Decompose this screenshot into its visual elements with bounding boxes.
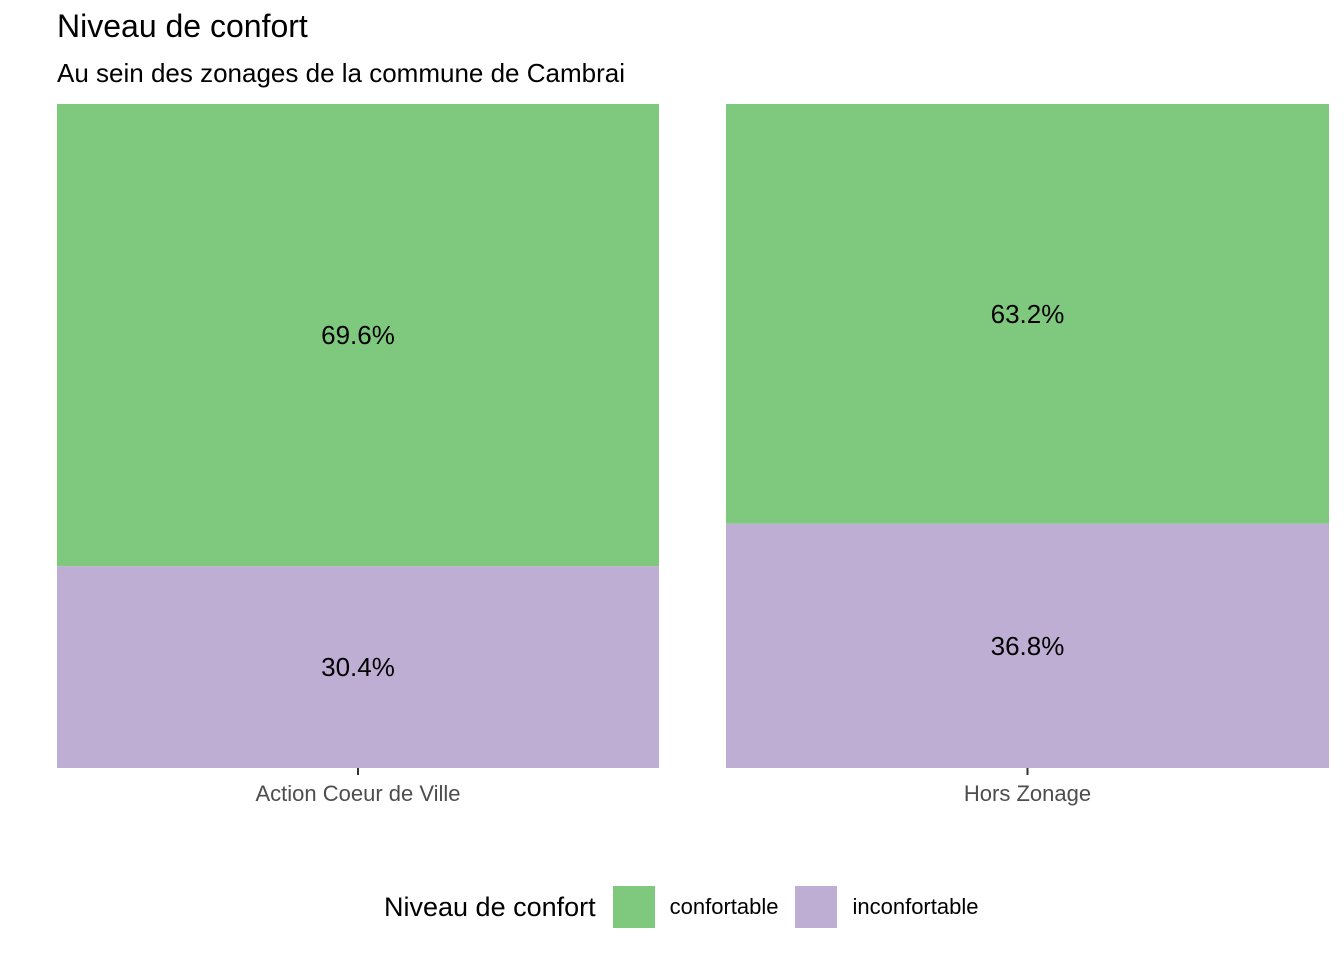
legend-title: Niveau de confort xyxy=(384,891,596,922)
chart-title: Niveau de confort xyxy=(57,8,308,44)
chart-subtitle: Au sein des zonages de la commune de Cam… xyxy=(57,58,625,88)
bar-action-coeur-de-ville-confortable xyxy=(57,104,659,567)
legend-label-inconfortable: inconfortable xyxy=(852,894,979,919)
legend-label-confortable: confortable xyxy=(669,894,779,919)
chart-legend: Niveau de confort confortable inconforta… xyxy=(384,884,994,930)
bar-action-coeur-de-ville-inconfortable xyxy=(57,566,659,768)
data-label-hors-zonage-inconfortable: 36.8% xyxy=(991,631,1065,661)
bar-hors-zonage-confortable xyxy=(726,104,1329,524)
bar-hors-zonage-inconfortable xyxy=(726,523,1329,768)
data-label-action-coeur-de-ville-inconfortable: 30.4% xyxy=(321,652,395,682)
legend-key-inconfortable xyxy=(794,885,839,929)
data-label-hors-zonage-confortable: 63.2% xyxy=(991,299,1065,329)
data-label-action-coeur-de-ville-confortable: 69.6% xyxy=(321,320,395,350)
chart-plot: 30.4% 69.6% Action Coeur de Ville 36.8% 63.2… xyxy=(57,104,1329,806)
x-tick-label-action-coeur-de-ville: Action Coeur de Ville xyxy=(255,781,460,806)
x-tick-label-hors-zonage: Hors Zonage xyxy=(964,781,1091,806)
legend-key-confortable xyxy=(611,885,656,929)
